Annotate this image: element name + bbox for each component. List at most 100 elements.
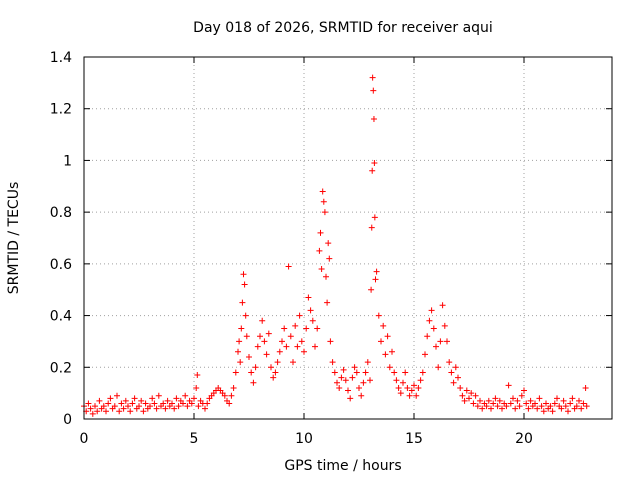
data-point	[351, 364, 358, 371]
data-point	[312, 343, 318, 350]
data-point	[580, 400, 587, 407]
data-point	[239, 299, 246, 306]
data-point	[375, 312, 382, 319]
data-point	[538, 403, 545, 410]
data-point	[204, 400, 211, 407]
y-tick-label: 1.2	[50, 102, 72, 118]
data-point	[347, 395, 354, 402]
data-point	[389, 348, 395, 355]
data-point	[512, 405, 519, 412]
data-point	[370, 87, 377, 94]
data-point	[455, 374, 461, 381]
data-point	[457, 384, 464, 391]
data-point	[372, 276, 379, 283]
data-point	[321, 209, 328, 216]
data-point	[326, 255, 333, 262]
data-point	[450, 379, 457, 386]
data-point	[140, 408, 147, 415]
data-point	[248, 369, 255, 376]
data-point	[155, 392, 162, 399]
data-point	[327, 338, 334, 345]
data-point	[446, 359, 453, 366]
data-point	[468, 390, 475, 397]
grid-lines	[84, 57, 612, 419]
data-point	[319, 188, 326, 195]
plot-frame	[83, 56, 613, 420]
data-point	[254, 343, 261, 350]
data-point	[514, 397, 521, 404]
data-point	[160, 400, 167, 407]
data-point	[391, 369, 398, 376]
data-point	[89, 410, 96, 417]
data-point	[578, 405, 585, 412]
data-point	[268, 364, 274, 371]
data-point	[565, 408, 571, 415]
axes	[83, 56, 613, 420]
data-point	[281, 325, 288, 332]
data-point	[494, 403, 501, 410]
data-point	[232, 369, 239, 376]
data-point	[527, 397, 534, 404]
data-point	[235, 348, 241, 355]
data-point	[136, 403, 142, 410]
data-point	[382, 351, 389, 358]
data-point	[483, 403, 490, 410]
data-point	[317, 229, 324, 236]
data-point	[329, 359, 336, 366]
data-point	[364, 359, 371, 366]
y-tick-label: 0.6	[50, 257, 72, 273]
data-point	[543, 400, 549, 407]
data-point	[349, 374, 356, 381]
data-point	[309, 317, 316, 324]
data-point	[474, 403, 481, 410]
data-point	[100, 403, 107, 410]
data-point	[540, 408, 547, 415]
data-point	[518, 392, 525, 399]
data-point	[324, 299, 331, 306]
y-tick-label: 1.4	[50, 50, 72, 66]
data-point	[549, 408, 556, 415]
data-point	[107, 395, 114, 402]
data-point	[237, 359, 244, 366]
data-point	[496, 397, 503, 404]
data-point	[114, 392, 120, 399]
data-point	[499, 405, 505, 412]
x-tick-label: 20	[515, 431, 533, 447]
data-point	[276, 348, 283, 355]
data-point	[428, 307, 435, 314]
data-point	[430, 325, 437, 332]
data-point	[461, 397, 468, 404]
data-point	[180, 400, 186, 407]
data-point	[404, 384, 411, 391]
data-point	[441, 322, 448, 329]
data-point	[406, 392, 413, 399]
data-point	[87, 405, 94, 412]
data-point	[452, 364, 459, 371]
data-point	[188, 400, 195, 407]
data-point	[151, 400, 158, 407]
data-point	[439, 302, 446, 309]
data-point	[331, 369, 338, 376]
data-point	[103, 408, 109, 415]
data-point	[298, 338, 305, 345]
data-point	[369, 74, 376, 81]
data-point	[356, 384, 362, 391]
data-point	[162, 405, 169, 412]
data-point	[413, 392, 420, 399]
data-point	[314, 325, 321, 332]
y-tick-label: 0.4	[50, 309, 72, 325]
data-point	[569, 395, 576, 402]
data-point	[129, 400, 136, 407]
data-point	[323, 273, 329, 280]
data-point	[242, 312, 249, 319]
data-point	[127, 408, 134, 415]
data-point	[505, 382, 512, 389]
data-point	[118, 400, 125, 407]
data-point	[182, 392, 189, 399]
data-point	[583, 403, 590, 410]
data-point	[292, 322, 299, 329]
data-point	[373, 268, 380, 275]
data-point	[96, 397, 103, 404]
data-point	[325, 240, 332, 247]
